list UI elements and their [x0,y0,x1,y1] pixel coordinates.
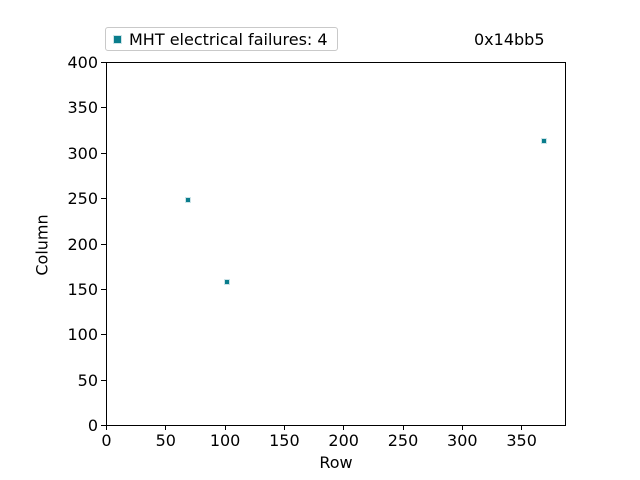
y-tick-label: 0 [87,416,98,435]
x-tick-label: 0 [101,431,112,450]
x-tick [106,426,107,430]
x-tick-label: 300 [447,431,478,450]
y-tick [101,107,106,109]
legend: MHT electrical failures: 4 [105,27,338,51]
y-tick-label: 150 [67,279,98,299]
x-tick-label: 150 [269,431,300,450]
x-tick-label: 100 [209,431,241,450]
y-tick-label: 300 [67,143,98,163]
y-tick [101,288,106,290]
x-tick-label: 50 [155,431,176,450]
y-tick-label: 250 [67,189,98,209]
y-tick-label: 200 [67,234,98,254]
data-point [186,198,191,203]
x-tick [224,426,226,430]
y-tick [101,243,106,245]
x-tick [402,426,404,430]
y-tick-label: 50 [77,370,98,390]
x-tick [461,426,463,430]
data-point [225,280,230,285]
y-tick [101,334,106,336]
x-axis-label: Row [319,453,353,472]
x-tick-label: 200 [328,431,359,450]
y-tick-label: 350 [67,98,98,118]
y-tick-label: 400 [67,53,98,72]
x-tick [521,426,523,430]
y-tick [101,152,106,154]
y-tick [101,62,106,63]
y-tick [101,425,106,426]
legend-marker-icon [114,35,121,43]
y-tick [101,198,106,200]
data-point [542,138,547,143]
x-tick [343,426,345,430]
plot-area [106,62,566,426]
hex-annotation: 0x14bb5 [474,30,545,49]
x-tick-label: 250 [387,431,419,450]
y-tick [101,379,106,381]
x-tick [165,426,167,430]
y-tick-label: 100 [67,325,98,345]
x-tick-label: 350 [506,431,537,450]
legend-label: MHT electrical failures: 4 [129,29,328,49]
x-tick [283,426,285,430]
